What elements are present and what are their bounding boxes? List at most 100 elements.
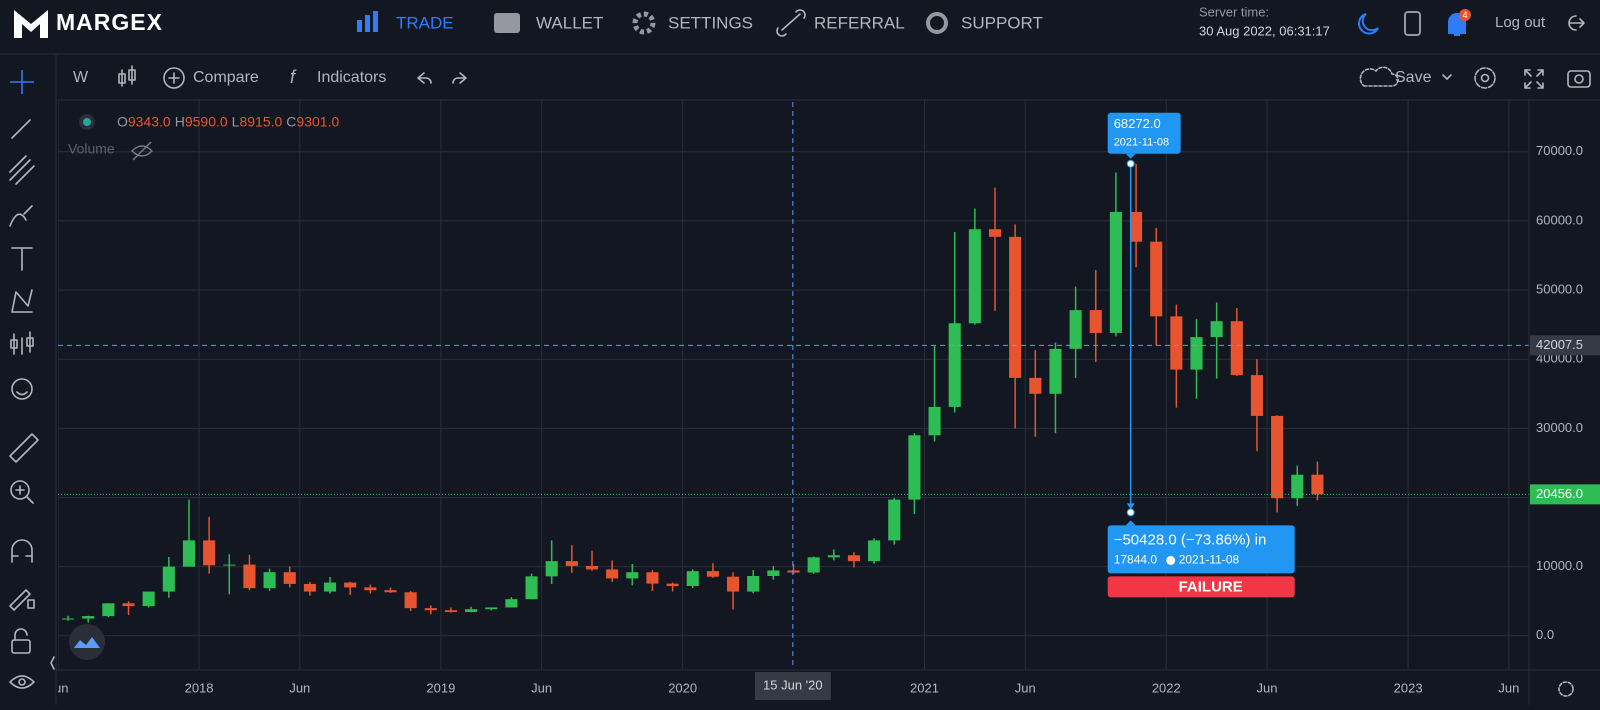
candle-body (888, 499, 901, 541)
x-tick-label: 2023 (1394, 680, 1423, 695)
chart-type-icon[interactable] (118, 65, 136, 87)
nav-item[interactable]: REFERRAL (814, 13, 905, 32)
measure-end (1126, 508, 1135, 517)
volume-label: Volume (68, 141, 115, 157)
candle-body (585, 565, 599, 570)
candle-body (1230, 321, 1243, 376)
tool-text[interactable] (11, 247, 33, 271)
candle-body (1271, 415, 1284, 499)
candle-body (122, 603, 135, 607)
candle-body (727, 576, 740, 592)
candle-body (424, 608, 437, 611)
nav-item[interactable]: SUPPORT (961, 13, 1043, 32)
measure-bottom-tip (1125, 520, 1136, 526)
tool-line[interactable] (11, 119, 31, 139)
nav-item[interactable]: SETTINGS (668, 13, 753, 32)
x-tick-label: 2020 (668, 680, 697, 695)
tool-visibility[interactable] (9, 675, 35, 689)
candle-body (223, 564, 236, 566)
mobile-icon[interactable] (1404, 11, 1421, 36)
tool-brush[interactable] (9, 205, 33, 227)
tool-lock-drawings[interactable] (9, 589, 35, 611)
toolbar: W Compare f Indicators Save (55, 54, 1600, 705)
candle-body (545, 561, 558, 577)
candle-body (1210, 321, 1223, 338)
tool-pattern[interactable] (11, 289, 33, 313)
measure-start (1126, 159, 1135, 168)
candle-body (686, 571, 699, 587)
candle-body (82, 616, 95, 619)
tool-zoom[interactable] (10, 480, 30, 500)
candle-body (182, 540, 196, 567)
ohlc-key: C (286, 114, 296, 130)
header: MARGEX TRADE WALLET SETTINGS REFERRAL SU… (0, 4, 1600, 55)
x-tick-label: Jun (1257, 680, 1278, 695)
candle-body (525, 576, 538, 600)
ohlc-key: L (232, 114, 240, 130)
logo[interactable]: MARGEX (56, 9, 163, 35)
crosshair-y-box (1530, 335, 1600, 356)
candle-body (203, 540, 216, 566)
ohlc-value: 9343.0 (128, 114, 171, 130)
settings-button[interactable] (1474, 67, 1496, 89)
nav-item[interactable]: TRADE (396, 13, 454, 32)
screenshot[interactable] (1567, 70, 1591, 88)
candle-body (948, 323, 961, 407)
tool-fib[interactable] (9, 155, 35, 185)
measure-change: −50428.0 (−73.86%) in (1114, 531, 1267, 548)
tool-ruler[interactable] (9, 433, 39, 463)
x-tick-label: Jun (289, 680, 310, 695)
candle-body (1190, 337, 1203, 370)
candle-body (646, 572, 659, 584)
ohlc-value: 8915.0 (239, 114, 282, 130)
candle-body (1150, 241, 1163, 317)
axis-settings[interactable] (1558, 681, 1574, 697)
nav-item[interactable]: WALLET (536, 13, 603, 32)
candle-body (142, 591, 155, 607)
candle-body (908, 435, 921, 500)
badge (1459, 9, 1471, 21)
indicators[interactable]: Indicators (317, 69, 386, 86)
last-price-label: 20456.0 (1536, 486, 1583, 501)
measure-to-date: 2021-11-08 (1179, 553, 1240, 567)
clock-icon (1166, 555, 1176, 565)
candle-body (807, 557, 820, 573)
undo[interactable] (417, 72, 432, 84)
tool-magnet[interactable] (11, 539, 33, 563)
trade-icon (357, 11, 378, 32)
tool-lock[interactable] (11, 639, 31, 654)
save-menu[interactable] (1442, 74, 1452, 80)
save[interactable]: Save (1395, 69, 1432, 86)
interval[interactable]: W (73, 69, 89, 86)
candle-body (968, 229, 981, 324)
candle-body (706, 571, 719, 577)
ohlc-value: 9590.0 (185, 114, 228, 130)
candle-body (1009, 236, 1022, 378)
tv-logo[interactable] (69, 624, 105, 660)
candle-body (626, 572, 639, 579)
x-tick-label: 2018 (185, 680, 214, 695)
server-time-label: Server time: (1199, 4, 1269, 19)
y-tick-label: 70000.0 (1536, 143, 1583, 158)
x-tick-label: Jun (1498, 680, 1519, 695)
compare[interactable]: Compare (193, 69, 259, 86)
tool-crosshair[interactable] (10, 70, 34, 94)
volume-hidden-icon[interactable] (130, 141, 154, 161)
indicators-icon: f (290, 67, 297, 87)
redo[interactable] (452, 72, 467, 84)
candle-body (1130, 211, 1143, 242)
tool-icons[interactable] (11, 378, 33, 400)
settings-icon (632, 11, 656, 35)
theme-icon[interactable] (1358, 13, 1379, 35)
tool-prediction[interactable] (10, 331, 34, 355)
candle-body (465, 609, 478, 612)
candle-body (787, 570, 800, 573)
candle-body (102, 603, 115, 617)
candle-body (1049, 348, 1062, 394)
collapse[interactable] (50, 656, 55, 670)
logout[interactable]: Log out (1495, 14, 1546, 31)
fullscreen[interactable] (1524, 69, 1544, 89)
candle-body (1291, 474, 1304, 499)
referral-icon (776, 9, 806, 37)
